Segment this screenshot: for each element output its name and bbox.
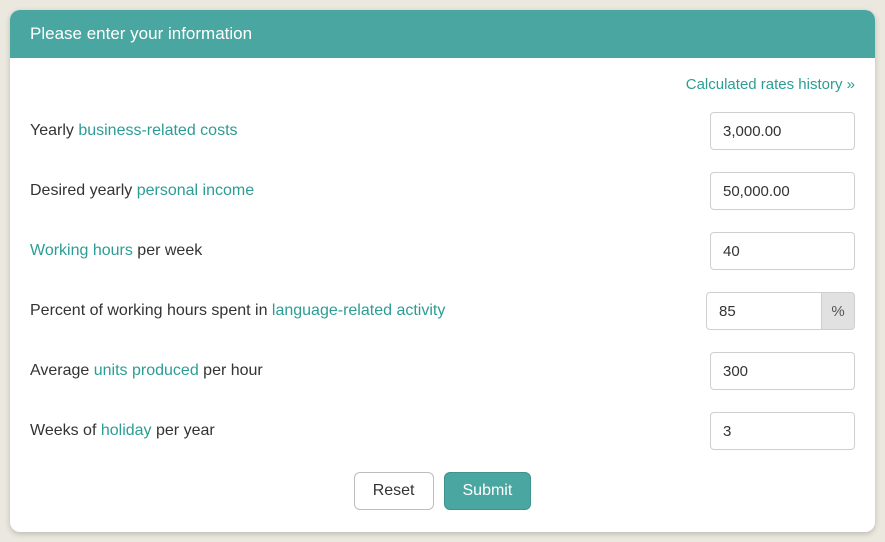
input-wrap-percent: % — [706, 292, 855, 330]
card-title: Please enter your information — [30, 24, 252, 43]
card-header: Please enter your information — [10, 10, 875, 58]
label-costs-pre: Yearly — [30, 122, 78, 139]
input-income[interactable] — [710, 172, 855, 210]
reset-button[interactable]: Reset — [354, 472, 434, 510]
label-holiday: Weeks of holiday per year — [30, 422, 215, 440]
label-percent-link[interactable]: language-related activity — [272, 302, 445, 319]
input-wrap-income — [710, 172, 855, 210]
row-units: Average units produced per hour — [30, 352, 855, 390]
history-link[interactable]: Calculated rates history » — [686, 76, 855, 93]
input-wrap-holiday — [710, 412, 855, 450]
label-hours-post: per week — [133, 242, 202, 259]
row-hours: Working hours per week — [30, 232, 855, 270]
label-hours-link[interactable]: Working hours — [30, 242, 133, 259]
card-body: Calculated rates history » Yearly busine… — [10, 58, 875, 532]
input-hours[interactable] — [710, 232, 855, 270]
label-hours: Working hours per week — [30, 242, 202, 260]
label-income-link[interactable]: personal income — [137, 182, 254, 199]
label-units-pre: Average — [30, 362, 94, 379]
row-income: Desired yearly personal income — [30, 172, 855, 210]
label-income-pre: Desired yearly — [30, 182, 137, 199]
percent-addon: % — [821, 292, 855, 330]
label-percent-pre: Percent of working hours spent in — [30, 302, 272, 319]
form-card: Please enter your information Calculated… — [10, 10, 875, 532]
row-percent: Percent of working hours spent in langua… — [30, 292, 855, 330]
input-wrap-units — [710, 352, 855, 390]
label-costs-link[interactable]: business-related costs — [78, 122, 237, 139]
input-units[interactable] — [710, 352, 855, 390]
input-percent[interactable] — [706, 292, 821, 330]
label-holiday-post: per year — [152, 422, 215, 439]
input-wrap-hours — [710, 232, 855, 270]
input-wrap-costs — [710, 112, 855, 150]
label-percent: Percent of working hours spent in langua… — [30, 302, 445, 320]
row-holiday: Weeks of holiday per year — [30, 412, 855, 450]
label-holiday-link[interactable]: holiday — [101, 422, 152, 439]
label-costs: Yearly business-related costs — [30, 122, 238, 140]
input-holiday[interactable] — [710, 412, 855, 450]
label-units-link[interactable]: units produced — [94, 362, 199, 379]
submit-button[interactable]: Submit — [444, 472, 532, 510]
label-units-post: per hour — [199, 362, 263, 379]
input-costs[interactable] — [710, 112, 855, 150]
row-costs: Yearly business-related costs — [30, 112, 855, 150]
label-income: Desired yearly personal income — [30, 182, 254, 200]
label-holiday-pre: Weeks of — [30, 422, 101, 439]
label-units: Average units produced per hour — [30, 362, 263, 380]
history-link-wrap: Calculated rates history » — [30, 76, 855, 94]
button-row: Reset Submit — [30, 472, 855, 510]
